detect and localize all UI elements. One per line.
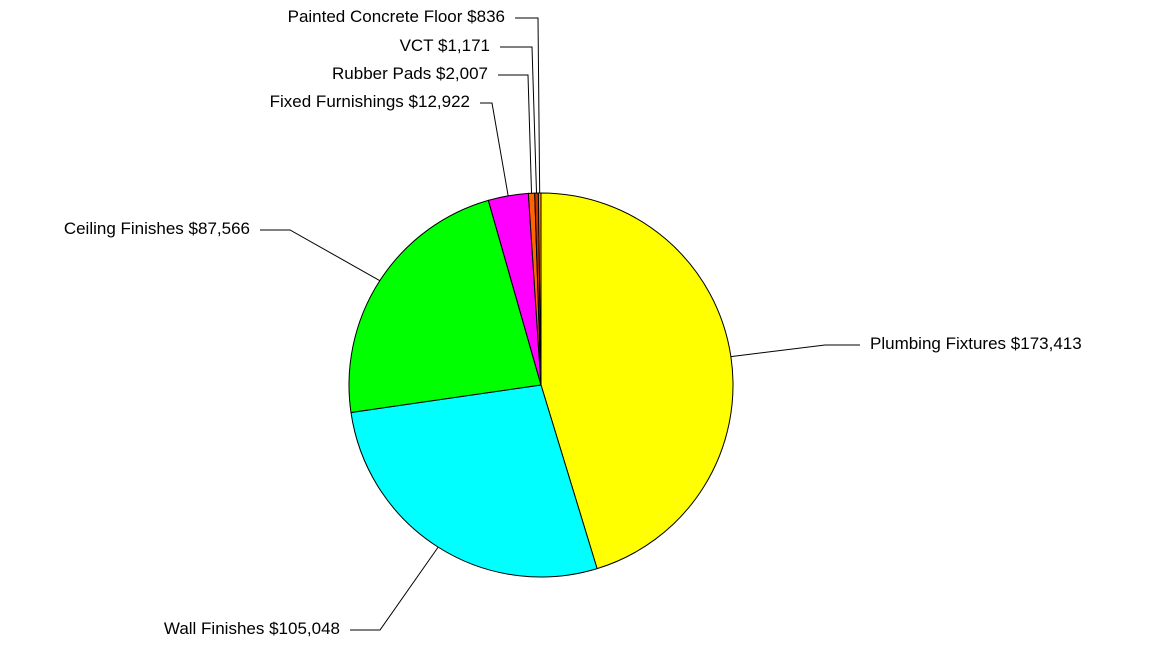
value-label: $87,566	[189, 219, 250, 238]
category-label: VCT	[400, 36, 434, 55]
leader-line	[500, 46, 538, 194]
value-label: $173,413	[1011, 334, 1082, 353]
slice-label: Ceiling Finishes $87,566	[64, 219, 250, 238]
value-label: $836	[467, 7, 505, 26]
slice-label: Wall Finishes $105,048	[164, 619, 340, 638]
value-label: $12,922	[409, 92, 470, 111]
leader-line	[515, 17, 541, 194]
category-label: Ceiling Finishes	[64, 219, 184, 238]
pie-slice	[350, 384, 598, 578]
category-label: Wall Finishes	[164, 619, 264, 638]
leader-line	[260, 229, 381, 282]
leader-line	[730, 344, 860, 358]
slice-label: Fixed Furnishings $12,922	[270, 92, 470, 111]
slice-label: Rubber Pads $2,007	[332, 64, 488, 83]
leader-line	[498, 74, 533, 194]
slice-label: Painted Concrete Floor $836	[288, 7, 505, 26]
leader-line	[350, 546, 439, 631]
slice-label: Plumbing Fixtures $173,413	[870, 334, 1082, 353]
leader-line	[480, 102, 509, 196]
value-label: $1,171	[438, 36, 490, 55]
value-label: $105,048	[269, 619, 340, 638]
category-label: Plumbing Fixtures	[870, 334, 1006, 353]
category-label: Rubber Pads	[332, 64, 431, 83]
pie-slice	[348, 199, 542, 414]
value-label: $2,007	[436, 64, 488, 83]
category-label: Fixed Furnishings	[270, 92, 404, 111]
slice-label: VCT $1,171	[400, 36, 490, 55]
category-label: Painted Concrete Floor	[288, 7, 463, 26]
